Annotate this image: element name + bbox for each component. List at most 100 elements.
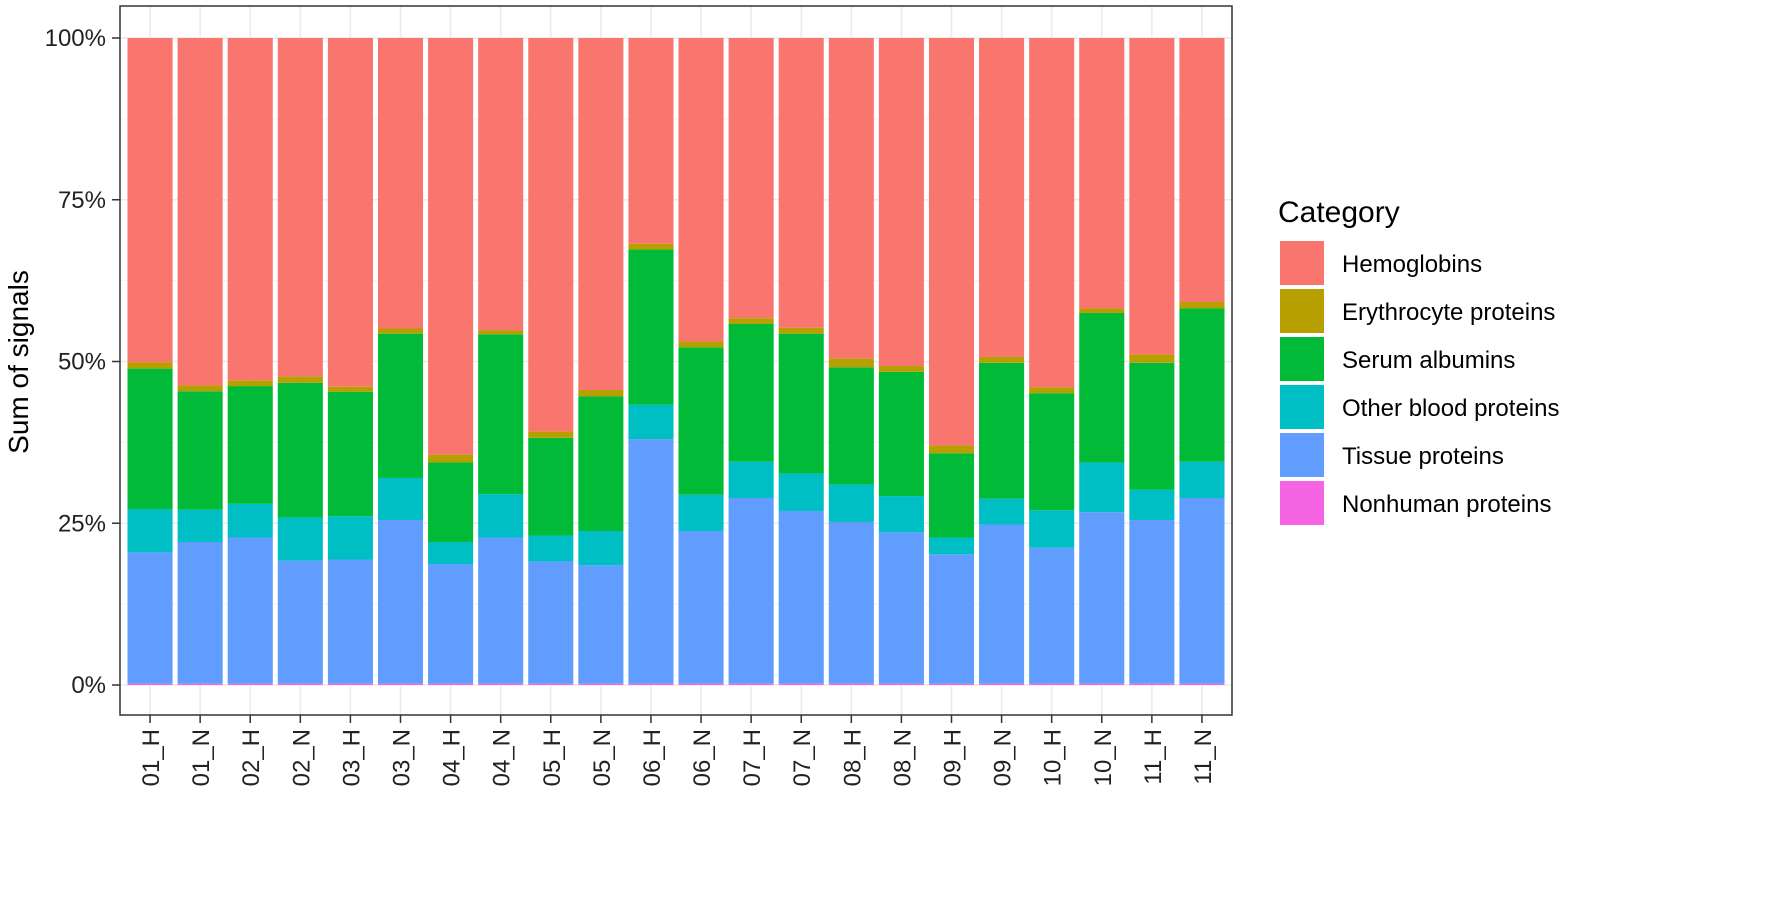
bar-segment-serum-albumins-05_N bbox=[578, 396, 624, 532]
bar-segment-nonhuman-proteins-09_H bbox=[928, 683, 975, 685]
y-tick-label: 75% bbox=[58, 187, 106, 214]
x-tick-label: 01_H bbox=[138, 729, 165, 786]
bar-segment-nonhuman-proteins-02_H bbox=[227, 683, 273, 685]
x-tick-label: 08_H bbox=[839, 729, 866, 786]
bar-segment-serum-albumins-08_N bbox=[878, 371, 924, 497]
bar-segment-tissue-proteins-10_H bbox=[1029, 547, 1075, 684]
bar-segment-other-blood-proteins-09_H bbox=[928, 537, 975, 555]
bar-segment-other-blood-proteins-03_H bbox=[327, 516, 373, 560]
plot-border bbox=[119, 5, 1233, 716]
bar-segment-tissue-proteins-05_N bbox=[578, 565, 624, 684]
bar-segment-tissue-proteins-01_H bbox=[127, 552, 173, 684]
bar-segment-nonhuman-proteins-08_N bbox=[878, 683, 924, 685]
x-tick-label: 09_N bbox=[990, 729, 1017, 786]
legend-key-nonhuman-proteins bbox=[1280, 481, 1324, 525]
bar-segment-tissue-proteins-06_H bbox=[628, 439, 674, 684]
bar-segment-nonhuman-proteins-01_N bbox=[177, 683, 223, 685]
bar-segment-nonhuman-proteins-10_N bbox=[1079, 683, 1125, 685]
bar-segment-hemoglobins-03_H bbox=[327, 38, 373, 387]
bar-segment-hemoglobins-04_H bbox=[428, 38, 474, 455]
x-tick-label: 08_N bbox=[889, 729, 916, 786]
bar-segment-nonhuman-proteins-04_H bbox=[428, 683, 474, 685]
bar-segment-other-blood-proteins-07_H bbox=[728, 461, 774, 499]
bar-segment-nonhuman-proteins-10_H bbox=[1029, 683, 1075, 685]
bar-segment-other-blood-proteins-01_N bbox=[177, 509, 223, 543]
bar-segment-serum-albumins-08_H bbox=[828, 367, 874, 485]
bar-segment-hemoglobins-06_N bbox=[678, 38, 724, 342]
bar-segment-erythrocyte-proteins-07_H bbox=[728, 318, 774, 324]
bar-segment-hemoglobins-07_N bbox=[778, 38, 824, 328]
bar-segment-other-blood-proteins-06_H bbox=[628, 404, 674, 440]
bar-segment-erythrocyte-proteins-08_N bbox=[878, 366, 924, 372]
bar-segment-tissue-proteins-06_N bbox=[678, 531, 724, 684]
bar-segment-tissue-proteins-08_N bbox=[878, 532, 924, 684]
x-tick-label: 09_H bbox=[940, 729, 967, 786]
bar-segment-hemoglobins-10_N bbox=[1079, 38, 1125, 309]
bar-segment-other-blood-proteins-11_N bbox=[1179, 461, 1225, 499]
bar-segment-tissue-proteins-07_H bbox=[728, 498, 774, 684]
bar-segment-other-blood-proteins-03_N bbox=[377, 477, 424, 521]
bar-segment-erythrocyte-proteins-02_N bbox=[277, 376, 323, 383]
bar-segment-erythrocyte-proteins-04_N bbox=[478, 330, 524, 335]
bar-segment-erythrocyte-proteins-09_H bbox=[928, 445, 975, 454]
bar-segment-hemoglobins-01_H bbox=[127, 38, 173, 363]
bar-segment-other-blood-proteins-04_N bbox=[478, 494, 524, 538]
bar-segment-hemoglobins-01_N bbox=[177, 38, 223, 386]
bar-segment-nonhuman-proteins-11_N bbox=[1179, 683, 1225, 685]
x-tick-label: 07_H bbox=[739, 729, 766, 786]
bar-segment-nonhuman-proteins-07_N bbox=[778, 683, 824, 685]
bar-segment-other-blood-proteins-10_N bbox=[1079, 462, 1125, 513]
x-tick-label: 04_H bbox=[439, 729, 466, 786]
bar-segment-other-blood-proteins-01_H bbox=[127, 509, 173, 553]
legend-key-erythrocyte-proteins bbox=[1280, 289, 1324, 333]
bar-segment-hemoglobins-04_N bbox=[478, 38, 524, 331]
bar-segment-serum-albumins-07_N bbox=[778, 333, 824, 474]
x-tick-label: 10_H bbox=[1040, 729, 1067, 786]
bar-segment-serum-albumins-01_H bbox=[127, 368, 173, 510]
bar-segment-serum-albumins-06_H bbox=[628, 249, 674, 405]
x-tick-label: 02_N bbox=[288, 729, 315, 786]
bar-segment-serum-albumins-03_N bbox=[377, 333, 424, 478]
bar-segment-hemoglobins-07_H bbox=[728, 38, 774, 319]
bar-segment-serum-albumins-05_H bbox=[528, 437, 574, 536]
bar-segment-other-blood-proteins-09_N bbox=[979, 498, 1025, 525]
bar-segment-nonhuman-proteins-03_N bbox=[377, 683, 424, 685]
legend: Category Hemoglobins Erythrocyte proteins… bbox=[1278, 196, 1559, 525]
bar-segment-tissue-proteins-08_H bbox=[828, 521, 874, 684]
bar-segment-tissue-proteins-09_N bbox=[979, 524, 1025, 684]
x-tick-label: 10_N bbox=[1090, 729, 1117, 786]
bar-segment-serum-albumins-01_N bbox=[177, 391, 223, 510]
legend-label-other-blood-proteins: Other blood proteins bbox=[1342, 395, 1559, 422]
x-tick-label: 06_H bbox=[639, 729, 666, 786]
x-tick-label: 11_N bbox=[1190, 729, 1217, 785]
bar-segment-hemoglobins-05_N bbox=[578, 38, 624, 390]
bar-segment-hemoglobins-09_H bbox=[928, 38, 975, 446]
bar-segment-tissue-proteins-03_H bbox=[327, 559, 373, 684]
bar-segment-erythrocyte-proteins-09_N bbox=[979, 356, 1025, 363]
bar-segment-hemoglobins-05_H bbox=[528, 38, 574, 432]
bar-segment-other-blood-proteins-10_H bbox=[1029, 510, 1075, 548]
bar-segment-erythrocyte-proteins-06_H bbox=[628, 243, 674, 250]
bar-segment-erythrocyte-proteins-01_N bbox=[177, 385, 223, 392]
bar-segment-tissue-proteins-07_N bbox=[778, 510, 824, 684]
bar-segment-nonhuman-proteins-06_H bbox=[628, 683, 674, 685]
bar-segment-nonhuman-proteins-01_H bbox=[127, 683, 173, 685]
legend-label-nonhuman-proteins: Nonhuman proteins bbox=[1342, 491, 1551, 518]
legend-label-erythrocyte-proteins: Erythrocyte proteins bbox=[1342, 299, 1555, 326]
bar-segment-serum-albumins-10_N bbox=[1079, 312, 1125, 463]
bar-segment-erythrocyte-proteins-03_H bbox=[327, 386, 373, 392]
bar-segment-erythrocyte-proteins-04_H bbox=[428, 454, 474, 463]
bar-segment-hemoglobins-10_H bbox=[1029, 38, 1075, 388]
bar-segment-erythrocyte-proteins-07_N bbox=[778, 327, 824, 334]
bar-segment-other-blood-proteins-02_N bbox=[277, 517, 323, 561]
legend-label-tissue-proteins: Tissue proteins bbox=[1342, 443, 1504, 470]
bar-segment-other-blood-proteins-05_H bbox=[528, 535, 574, 562]
bar-segment-tissue-proteins-11_H bbox=[1129, 520, 1175, 684]
bar-segment-tissue-proteins-02_N bbox=[277, 560, 323, 684]
bar-segment-erythrocyte-proteins-03_N bbox=[377, 328, 424, 334]
bar-segment-other-blood-proteins-05_N bbox=[578, 531, 624, 566]
bar-segment-hemoglobins-02_N bbox=[277, 38, 323, 377]
bar-segment-serum-albumins-03_H bbox=[327, 391, 373, 517]
bar-segment-serum-albumins-11_N bbox=[1179, 308, 1225, 462]
